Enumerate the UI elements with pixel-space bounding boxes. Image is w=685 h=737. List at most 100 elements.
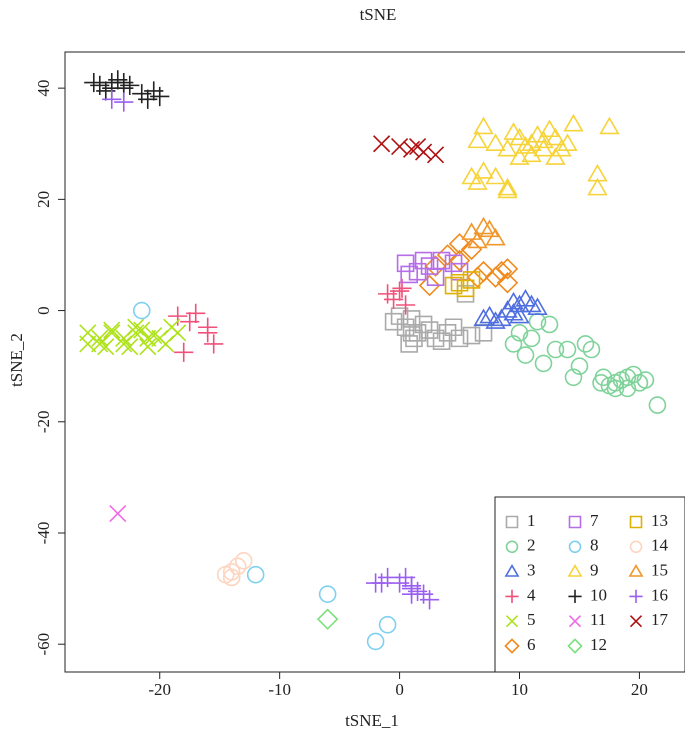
legend-marker: [567, 563, 583, 577]
point: [485, 311, 506, 329]
point: [466, 266, 489, 288]
y-axis-label: tSNE_2: [7, 333, 26, 387]
point: [408, 262, 427, 281]
point: [546, 340, 565, 359]
legend-marker: [505, 540, 519, 554]
point: [114, 72, 134, 93]
point: [91, 329, 109, 347]
point: [409, 137, 427, 156]
point: [467, 172, 488, 190]
point: [132, 301, 151, 320]
legend-label: 16: [651, 585, 668, 604]
point: [186, 303, 206, 323]
point: [515, 136, 536, 154]
point: [485, 133, 506, 151]
point: [496, 258, 519, 280]
point: [127, 318, 145, 336]
point: [521, 294, 542, 313]
y-tick-label: 0: [34, 306, 53, 315]
legend-box: [494, 496, 685, 673]
point: [419, 590, 440, 610]
point: [510, 324, 529, 342]
point: [496, 272, 519, 294]
point: [392, 278, 412, 298]
legend-marker: [567, 638, 583, 654]
point: [79, 335, 97, 353]
point: [444, 276, 463, 295]
y-tick-label: -60: [34, 633, 53, 656]
point: [612, 371, 631, 389]
point: [587, 177, 608, 196]
point: [497, 138, 518, 157]
legend-label: 12: [590, 635, 607, 654]
legend-label: 2: [527, 536, 536, 555]
legend-marker: [629, 540, 643, 554]
legend-label: 5: [527, 610, 536, 629]
chart-title: tSNE: [360, 5, 397, 24]
legend-label: 11: [590, 610, 606, 629]
point: [485, 227, 506, 246]
point: [384, 312, 403, 331]
point: [145, 327, 163, 345]
point: [228, 557, 247, 576]
point: [504, 335, 523, 353]
legend-marker: [504, 638, 520, 654]
x-tick-label: 10: [511, 680, 528, 699]
point: [509, 127, 530, 146]
point: [432, 332, 451, 350]
point: [467, 130, 488, 149]
point: [318, 585, 337, 603]
point: [366, 632, 385, 651]
point: [102, 89, 122, 109]
legend-label: 3: [527, 561, 536, 580]
point: [400, 265, 418, 284]
y-tick-label: -20: [34, 410, 53, 433]
point: [599, 116, 620, 135]
legend-marker: [505, 515, 519, 529]
point: [378, 615, 397, 634]
legend-label: 17: [651, 610, 669, 629]
point: [540, 315, 559, 334]
y-tick-label: -40: [34, 522, 53, 545]
point: [448, 233, 471, 255]
point: [174, 342, 194, 362]
legend-label: 9: [590, 561, 599, 580]
point: [138, 89, 158, 109]
point: [420, 257, 439, 275]
point: [497, 177, 518, 196]
x-tick-label: 0: [395, 680, 404, 699]
point: [204, 334, 224, 354]
point: [563, 113, 584, 132]
point: [473, 308, 494, 327]
point: [503, 122, 524, 140]
legend-marker: [568, 589, 582, 603]
point: [534, 354, 553, 373]
point: [222, 568, 241, 587]
point: [395, 567, 416, 588]
legend-marker: [568, 540, 582, 554]
point: [509, 305, 530, 324]
point: [84, 72, 104, 93]
x-tick-label: 20: [631, 680, 648, 699]
point: [97, 338, 115, 356]
point: [198, 323, 218, 343]
legend-marker: [505, 589, 519, 603]
point: [115, 335, 133, 353]
legend-label: 7: [590, 511, 599, 530]
legend-marker: [629, 515, 643, 529]
point: [461, 166, 482, 185]
point: [391, 137, 409, 156]
point: [150, 86, 170, 107]
point: [516, 346, 535, 364]
point: [462, 271, 481, 289]
point: [636, 371, 655, 389]
point: [484, 266, 507, 288]
point: [557, 133, 578, 151]
point: [533, 130, 554, 149]
point: [103, 321, 121, 339]
point: [551, 138, 572, 157]
legend-marker: [628, 563, 644, 577]
point: [432, 251, 451, 270]
point: [109, 504, 127, 523]
